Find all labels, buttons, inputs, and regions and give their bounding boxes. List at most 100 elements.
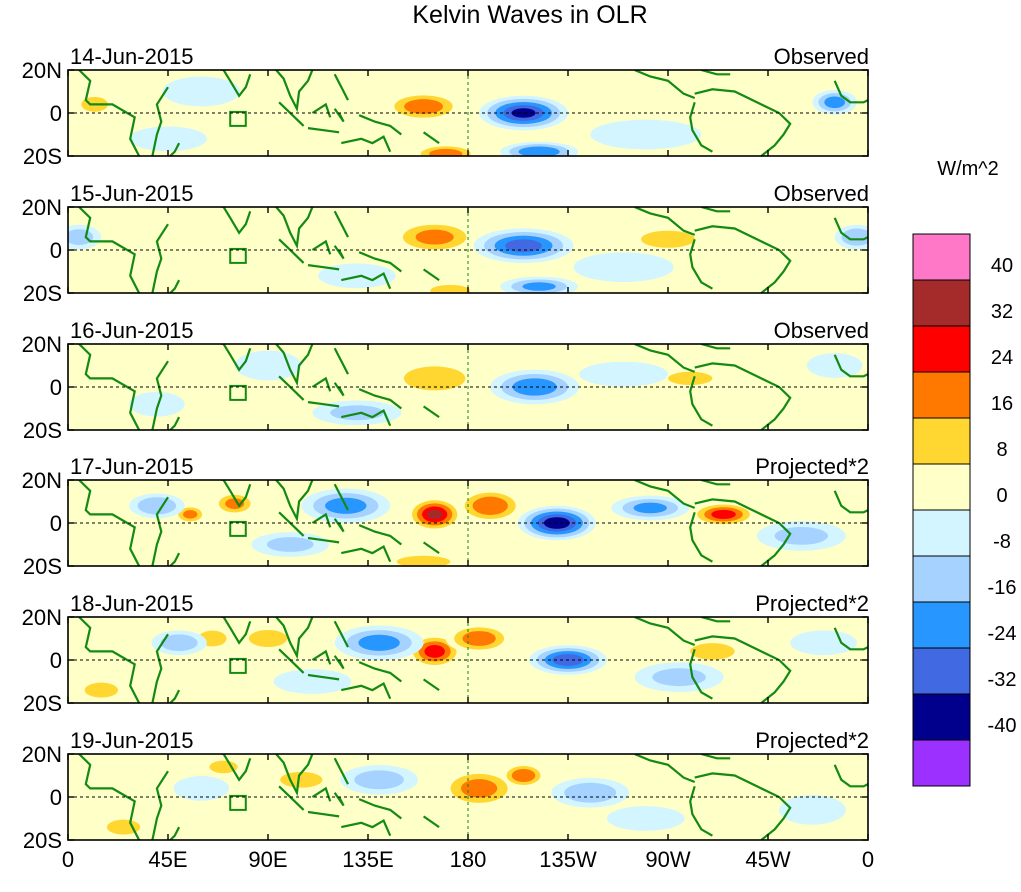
y-tick-label: 20S xyxy=(23,828,62,853)
panel-date: 14-Jun-2015 xyxy=(70,44,194,69)
y-tick-label: 20N xyxy=(22,58,62,83)
positive-anomaly-contour xyxy=(256,92,324,117)
coastline xyxy=(333,483,349,511)
region-box xyxy=(229,247,247,264)
y-tick-label: 20N xyxy=(22,468,62,493)
coastline xyxy=(689,511,713,563)
negative-anomaly-contour xyxy=(358,634,400,651)
coastline xyxy=(151,223,169,293)
anomaly-field xyxy=(78,754,868,840)
coastline xyxy=(333,245,345,260)
panel-label: Observed xyxy=(774,318,869,343)
colorbar-swatch xyxy=(912,279,971,327)
panel-label: Projected*2 xyxy=(755,591,869,616)
coastline xyxy=(689,375,713,427)
y-tick-label: 20S xyxy=(23,418,62,443)
coastline xyxy=(217,344,252,372)
negative-anomaly-contour xyxy=(806,353,863,378)
anomaly-field xyxy=(72,70,868,156)
coastline xyxy=(701,207,731,213)
coastline xyxy=(358,661,402,683)
colorbar: W/m^2 40 32 24 16 8 0 -8 -16 -24 -32 -40 xyxy=(912,158,1017,787)
negative-anomaly-contour xyxy=(652,668,706,687)
coastline xyxy=(217,617,252,645)
region-box xyxy=(229,520,247,537)
coastline xyxy=(634,754,696,784)
colorbar-swatch xyxy=(912,463,971,511)
coastline xyxy=(634,344,696,373)
coastline xyxy=(217,70,252,98)
coastline xyxy=(169,279,181,293)
negative-anomaly-contour xyxy=(505,239,542,253)
y-tick-label: 20N xyxy=(22,195,62,220)
coastline xyxy=(333,620,349,648)
coastline xyxy=(278,648,305,674)
chart-title: Kelvin Waves in OLR xyxy=(412,1,647,29)
positive-anomaly-contour xyxy=(151,240,207,260)
panel-date: 18-Jun-2015 xyxy=(70,591,194,616)
colorbar-swatch xyxy=(912,509,971,557)
positive-anomaly-contour xyxy=(701,771,769,797)
positive-anomaly-contour xyxy=(403,366,466,391)
panel-date: 16-Jun-2015 xyxy=(70,318,194,343)
y-tick-label: 20S xyxy=(23,144,62,169)
anomaly-field xyxy=(73,617,868,703)
panel-4: 20N 0 20S 17-Jun-2015 Projected*2 xyxy=(22,454,869,579)
negative-anomaly-contour xyxy=(518,146,560,156)
panel-date: 19-Jun-2015 xyxy=(70,728,194,753)
coastline xyxy=(151,496,169,566)
coastline xyxy=(307,810,340,818)
x-tick-label: 90E xyxy=(248,847,287,872)
panel-label: Observed xyxy=(774,44,869,69)
coastline xyxy=(151,770,169,840)
colorbar-swatch xyxy=(912,693,971,741)
coastline xyxy=(78,480,141,566)
coastline xyxy=(701,344,731,350)
coastline xyxy=(333,382,345,397)
region-box xyxy=(229,657,247,674)
coastline xyxy=(278,238,305,264)
anomaly-field xyxy=(68,207,868,293)
y-tick-label: 0 xyxy=(50,375,62,400)
positive-anomaly-contour xyxy=(396,555,451,566)
positive-anomaly-contour xyxy=(183,510,198,519)
coastline xyxy=(307,536,340,544)
y-tick-label: 20S xyxy=(23,691,62,716)
colorbar-swatch xyxy=(912,739,971,787)
negative-anomaly-contour xyxy=(129,391,185,417)
negative-anomaly-contour xyxy=(779,795,846,825)
colorbar-swatch xyxy=(912,233,971,281)
panel-6: 20N 0 20S 19-Jun-2015 Projected*2 xyxy=(22,728,869,853)
coastline xyxy=(833,764,868,788)
coastline xyxy=(78,617,141,703)
colorbar-label: 0 xyxy=(996,485,1007,507)
x-tick-label: 0 xyxy=(862,847,874,872)
colorbar-label: 24 xyxy=(991,347,1013,369)
positive-anomaly-contour xyxy=(424,645,445,658)
coastline xyxy=(307,401,340,408)
colorbar-label: 16 xyxy=(991,393,1013,415)
coastline xyxy=(274,480,314,523)
coastline xyxy=(333,347,349,375)
coastline xyxy=(169,416,181,430)
x-tick-label: 90W xyxy=(645,847,690,872)
coastline xyxy=(694,362,792,430)
coastline xyxy=(307,673,340,681)
positive-anomaly-contour xyxy=(690,643,735,660)
positive-anomaly-contour xyxy=(280,771,323,788)
region-box xyxy=(229,384,247,401)
coastline xyxy=(274,754,314,797)
coastline xyxy=(78,754,141,840)
negative-anomaly-contour xyxy=(573,252,674,283)
colorbar-label: -24 xyxy=(988,623,1017,645)
coastline xyxy=(217,480,252,508)
coastline xyxy=(634,617,696,647)
coastline xyxy=(358,524,402,546)
coastline xyxy=(333,73,349,101)
coastline xyxy=(333,655,345,670)
x-tick-label: 135E xyxy=(342,847,393,872)
panel-3: 20N 0 20S 16-Jun-2015 Observed xyxy=(22,318,869,443)
coastline xyxy=(274,617,314,660)
coastline xyxy=(422,268,440,282)
